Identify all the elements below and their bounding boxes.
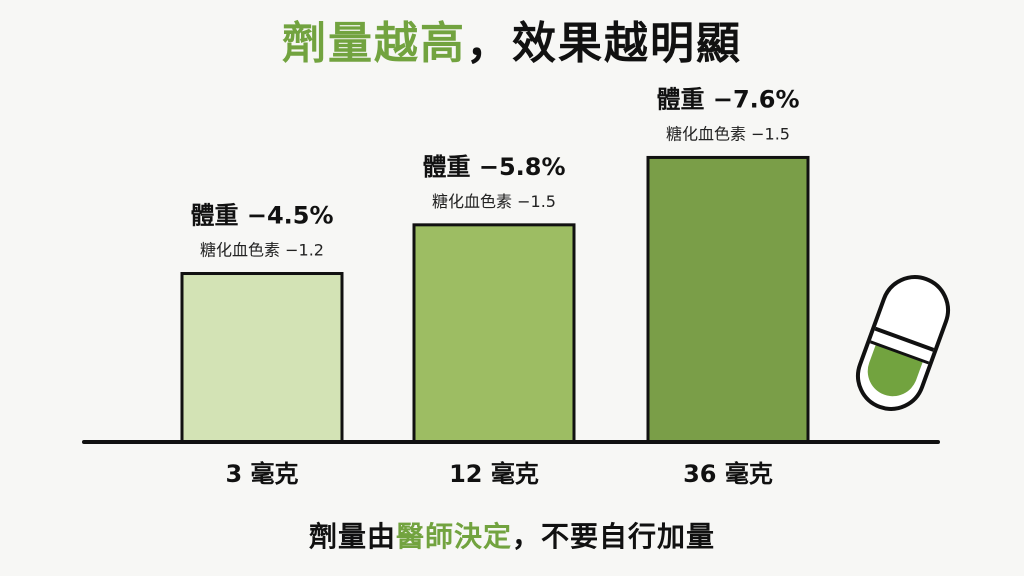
sub-label-2: 糖化血色素 −1.5 <box>432 192 556 211</box>
data-label-1: 體重 −4.5% <box>190 202 333 230</box>
footer-suffix: ，不要自行加量 <box>512 520 716 553</box>
footer-note: 劑量由醫師決定，不要自行加量 <box>0 515 1024 559</box>
bar-1 <box>180 272 344 444</box>
x-tick-label-3: 36 毫克 <box>683 460 773 488</box>
sub-label-3: 糖化血色素 −1.5 <box>666 124 790 143</box>
data-label-3: 體重 −7.6% <box>656 85 799 113</box>
x-tick-label-1: 3 毫克 <box>225 460 298 488</box>
x-tick-label-2: 12 毫克 <box>449 460 539 488</box>
capsule-icon <box>856 275 950 411</box>
title-rest: ，效果越明顯 <box>466 18 742 69</box>
chart-title: 劑量越高，效果越明顯 <box>0 14 1024 74</box>
title-highlight: 劑量越高 <box>282 18 466 69</box>
footer-highlight: 醫師決定 <box>395 520 512 553</box>
bar-2 <box>412 223 576 444</box>
sub-label-1: 糖化血色素 −1.2 <box>200 241 324 260</box>
bar-3 <box>646 155 810 444</box>
data-label-2: 體重 −5.8% <box>422 153 565 181</box>
footer-prefix: 劑量由 <box>308 520 396 553</box>
